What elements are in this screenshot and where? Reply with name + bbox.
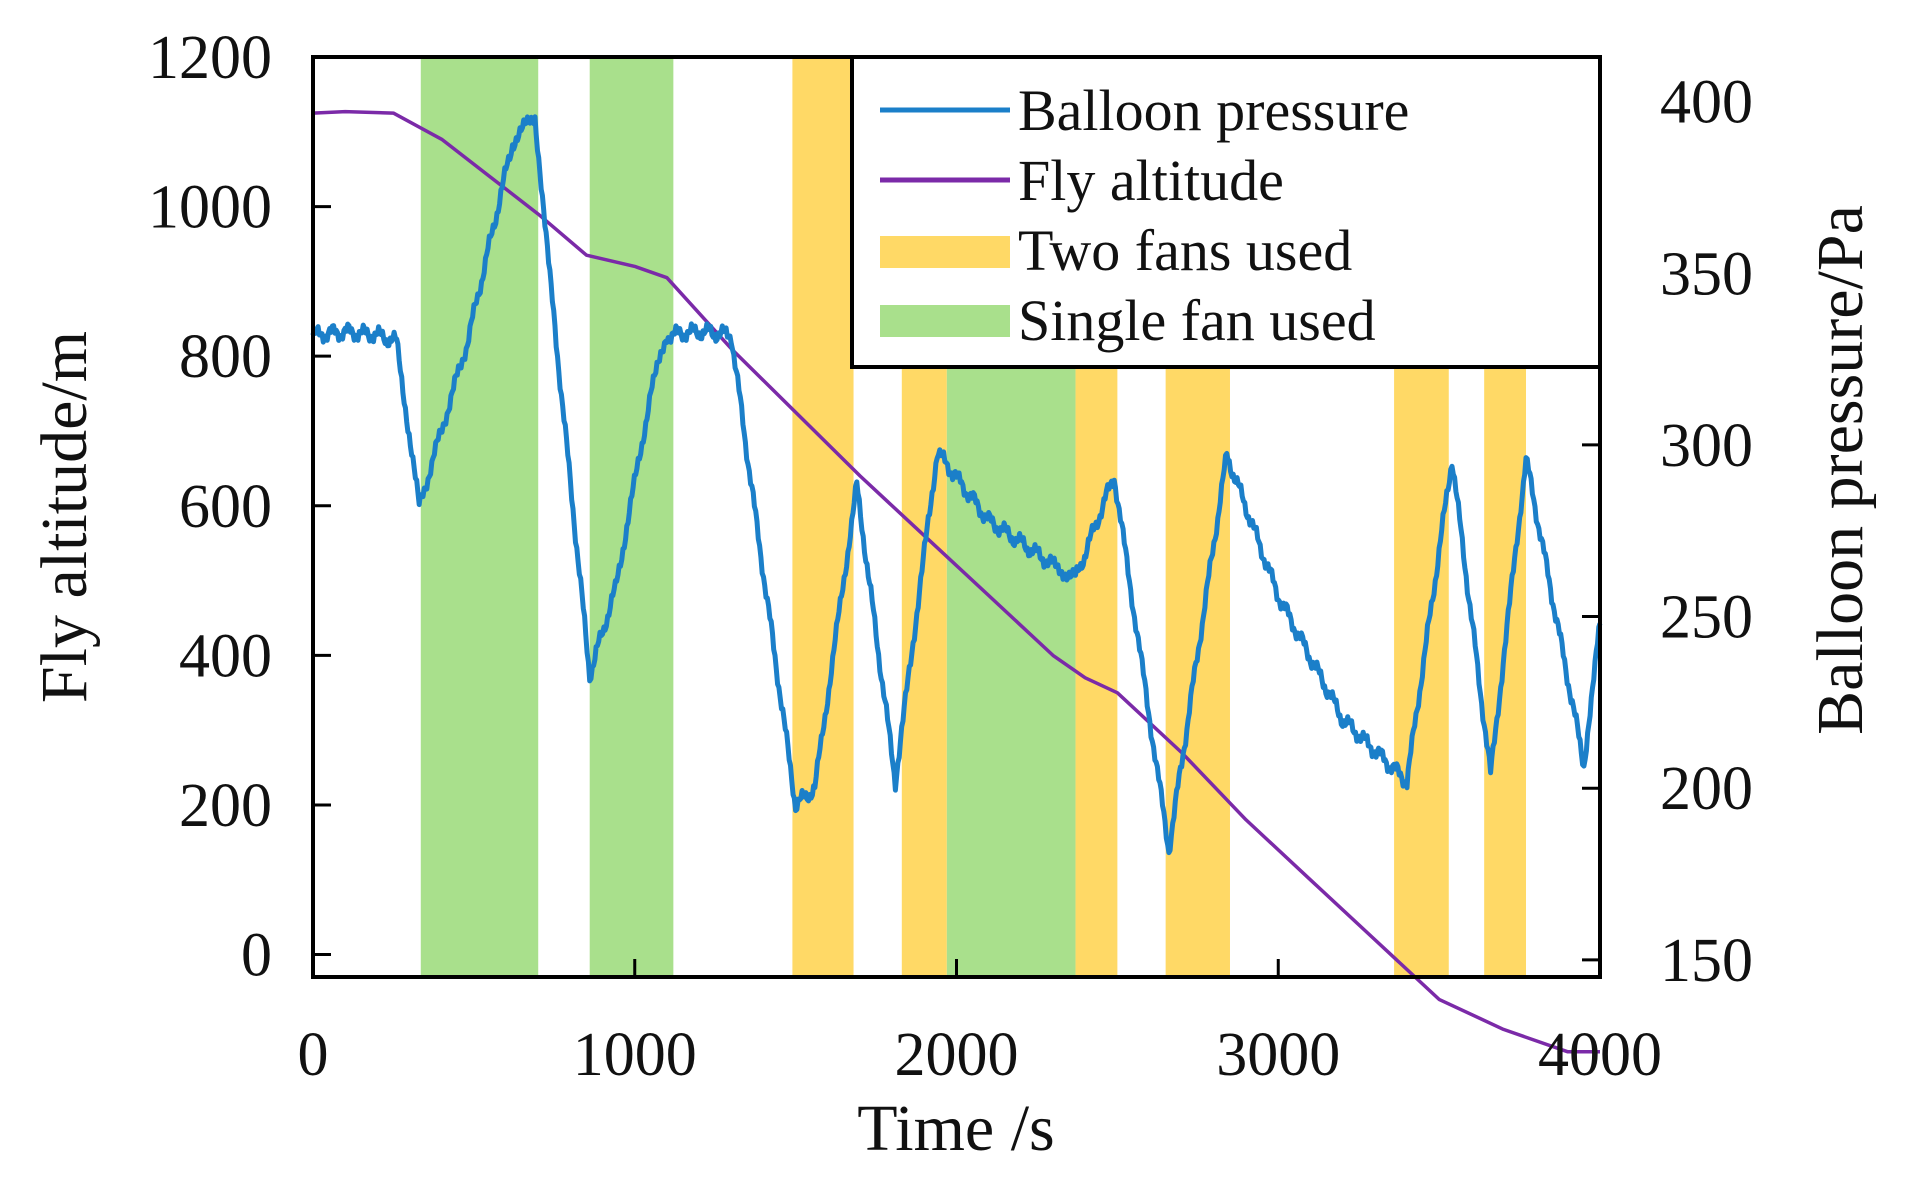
y-left-axis-title: Fly altitude/m [28, 331, 101, 703]
legend-swatch-single-fan [880, 305, 1010, 337]
y-right-tick-label: 200 [1660, 755, 1753, 823]
data-series [310, 109, 1603, 1054]
axis-ticks: 0 1000 2000 3000 4000 0 200 400 600 800 1000 1200 15… [148, 24, 1753, 1089]
y-left-tick-label: 600 [179, 473, 272, 541]
y-left-tick-label: 0 [241, 922, 272, 990]
y-left-tick-label: 200 [179, 772, 272, 840]
two-fans-band-2 [792, 57, 854, 977]
balloon-pressure-line [310, 114, 1603, 856]
x-tick-label: 2000 [895, 1021, 1019, 1089]
y-left-tick-label: 800 [179, 323, 272, 391]
y-right-tick-label: 250 [1660, 584, 1753, 652]
x-tick-label: 0 [298, 1021, 329, 1089]
legend-label-single-fan: Single fan used [1018, 288, 1376, 353]
x-tick-label: 4000 [1538, 1021, 1662, 1089]
y-left-tick-label: 1000 [148, 174, 272, 242]
y-right-tick-label: 150 [1660, 927, 1753, 995]
legend-label-altitude: Fly altitude [1018, 148, 1284, 213]
legend-label-two-fans: Two fans used [1018, 218, 1352, 283]
x-tick-label: 1000 [573, 1021, 697, 1089]
y-right-tick-label: 400 [1660, 69, 1753, 137]
y-right-axis-title: Balloon pressure/Pa [1804, 205, 1877, 735]
x-axis-title: Time /s [857, 1092, 1054, 1165]
single-fan-band-1 [589, 57, 674, 977]
single-fan-band-0 [420, 57, 539, 977]
y-right-tick-label: 300 [1660, 412, 1753, 480]
legend: Balloon pressure Fly altitude Two fans u… [850, 55, 1602, 369]
y-left-tick-label: 400 [179, 622, 272, 690]
y-right-tick-label: 350 [1660, 240, 1753, 308]
y-left-tick-label: 1200 [148, 24, 272, 92]
legend-label-pressure: Balloon pressure [1018, 78, 1409, 143]
x-tick-label: 3000 [1216, 1021, 1340, 1089]
legend-swatch-two-fans [880, 236, 1010, 268]
